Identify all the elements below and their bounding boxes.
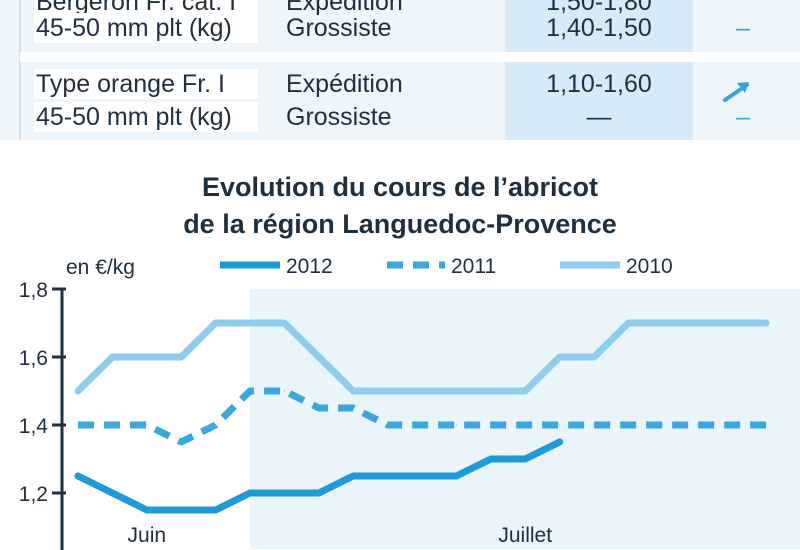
data-point-2010 <box>593 356 595 358</box>
trend-flat: – <box>736 14 750 42</box>
data-point-2011 <box>352 407 354 409</box>
data-point-2012 <box>77 475 79 477</box>
data-point-2012 <box>421 475 423 477</box>
data-point-2011 <box>524 424 526 426</box>
data-point-2011 <box>421 424 423 426</box>
data-point-2012 <box>387 475 389 477</box>
price-evolution-chart: Evolution du cours de l’abricot de la ré… <box>0 160 800 550</box>
data-point-2010 <box>455 390 457 392</box>
data-point-2011 <box>180 441 182 443</box>
data-point-2011 <box>627 424 629 426</box>
stage-label: Grossiste <box>286 103 392 131</box>
data-point-2010 <box>731 322 733 324</box>
data-point-2010 <box>524 390 526 392</box>
data-point-2011 <box>765 424 767 426</box>
data-point-2010 <box>77 390 79 392</box>
price-range: 1,50-1,80 <box>546 0 652 16</box>
data-point-2012 <box>318 492 320 494</box>
trend-flat: – <box>736 103 750 131</box>
stage-label: Expédition <box>286 0 403 16</box>
data-point-2010 <box>765 322 767 324</box>
data-point-2010 <box>180 356 182 358</box>
data-point-2012 <box>559 441 561 443</box>
y-tick-label: 1,6 <box>19 347 48 370</box>
chart-title: Evolution du cours de l’abricot <box>201 172 599 202</box>
data-point-2010 <box>421 390 423 392</box>
y-axis-unit-label: en €/kg <box>66 256 135 279</box>
price-column-shade <box>505 0 693 140</box>
month-label: Juin <box>128 524 167 547</box>
data-point-2010 <box>490 390 492 392</box>
y-tick-label: 1,8 <box>19 279 48 302</box>
table-left-rule <box>19 0 21 140</box>
up-right-arrow-icon <box>723 82 749 102</box>
data-point-2011 <box>146 424 148 426</box>
data-point-2012 <box>215 509 217 511</box>
data-point-2011 <box>111 424 113 426</box>
price-range: 1,40-1,50 <box>546 14 652 42</box>
data-point-2012 <box>283 492 285 494</box>
data-point-2012 <box>524 458 526 460</box>
data-point-2010 <box>696 322 698 324</box>
data-point-2012 <box>111 492 113 494</box>
row-divider <box>20 52 800 62</box>
price-table: Bergeron Fr. cat. I 45-50 mm plt (kg) Ex… <box>0 0 800 150</box>
product-name: Bergeron Fr. cat. I <box>34 0 258 17</box>
data-point-2010 <box>283 322 285 324</box>
data-point-2012 <box>146 509 148 511</box>
data-point-2010 <box>318 356 320 358</box>
data-point-2012 <box>455 475 457 477</box>
month-label: Juillet <box>498 524 552 547</box>
data-point-2011 <box>593 424 595 426</box>
data-point-2010 <box>249 322 251 324</box>
data-point-2012 <box>352 475 354 477</box>
y-tick-label: 1,4 <box>19 415 49 438</box>
data-point-2011 <box>283 390 285 392</box>
data-point-2011 <box>318 407 320 409</box>
price-range: — <box>586 103 612 131</box>
product-size: 45-50 mm plt (kg) <box>34 102 258 132</box>
data-point-2011 <box>387 424 389 426</box>
data-point-2012 <box>490 458 492 460</box>
data-point-2011 <box>731 424 733 426</box>
chart-subtitle: de la région Languedoc-Provence <box>183 209 617 239</box>
data-point-2010 <box>111 356 113 358</box>
data-point-2011 <box>490 424 492 426</box>
data-point-2011 <box>662 424 664 426</box>
data-point-2010 <box>627 322 629 324</box>
legend-label: 2010 <box>626 255 673 278</box>
data-point-2012 <box>180 509 182 511</box>
july-band <box>250 289 800 549</box>
data-point-2010 <box>559 356 561 358</box>
data-point-2011 <box>215 424 217 426</box>
stage-label: Grossiste <box>286 14 392 42</box>
price-range: 1,10-1,60 <box>546 70 652 98</box>
data-point-2011 <box>696 424 698 426</box>
data-point-2011 <box>559 424 561 426</box>
y-tick-label: 1,2 <box>19 483 48 506</box>
data-point-2010 <box>352 390 354 392</box>
data-point-2010 <box>146 356 148 358</box>
data-point-2010 <box>662 322 664 324</box>
product-name: Type orange Fr. I <box>34 69 258 99</box>
chart-plot: 1,81,61,41,21,0en €/kg201220112010JuinJu… <box>19 255 800 550</box>
legend-label: 2012 <box>286 255 333 278</box>
data-point-2011 <box>455 424 457 426</box>
data-point-2012 <box>249 492 251 494</box>
data-point-2010 <box>387 390 389 392</box>
data-point-2011 <box>77 424 79 426</box>
stage-label: Expédition <box>286 70 403 98</box>
data-point-2011 <box>249 390 251 392</box>
product-size: 45-50 mm plt (kg) <box>34 13 258 43</box>
data-point-2010 <box>215 322 217 324</box>
legend-label: 2011 <box>451 255 496 278</box>
